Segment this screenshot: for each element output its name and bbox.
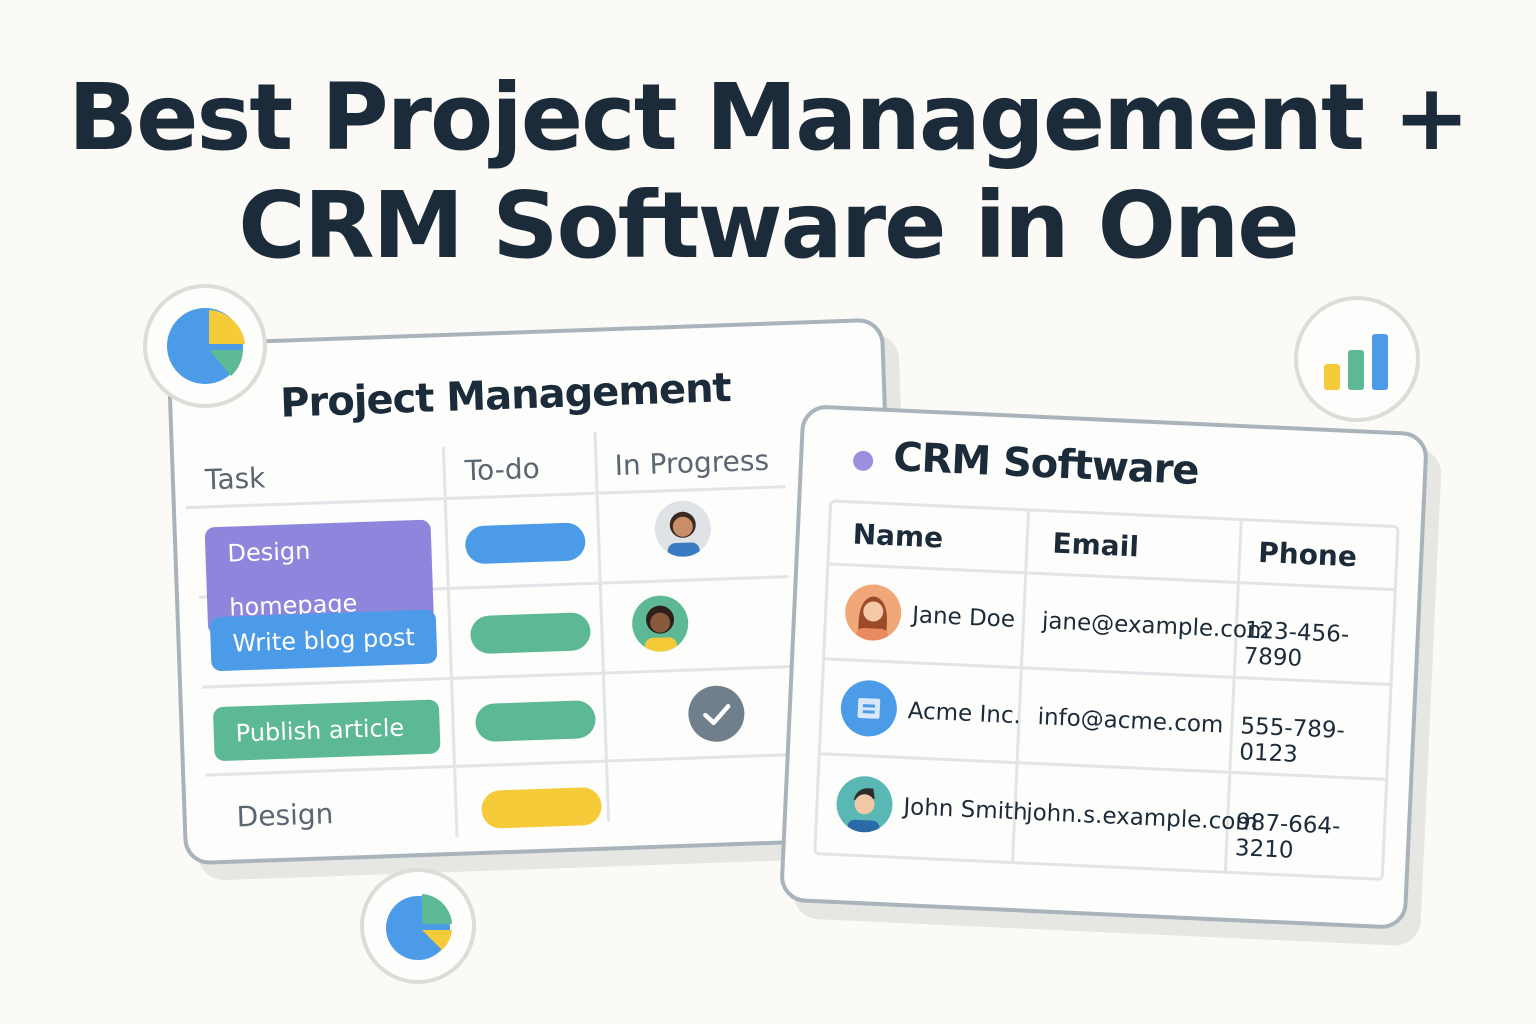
todo-bar (464, 522, 586, 565)
contact-name[interactable]: Acme Inc. (907, 698, 1022, 730)
crm-table: Name Email Phone Jane Doe jane@example.c… (813, 499, 1400, 881)
contact-email[interactable]: info@acme.com (1037, 704, 1224, 739)
col-phone: Phone (1257, 535, 1358, 574)
col-todo: To-do (464, 451, 541, 488)
pie-chart-icon (143, 284, 267, 408)
avatar-woman (843, 583, 903, 642)
contact-email[interactable]: john.s.example.com (1025, 799, 1259, 837)
headline-line-2: CRM Software in One (238, 172, 1299, 279)
col-email: Email (1051, 526, 1140, 564)
avatar-woman-2 (631, 594, 690, 653)
task-pill[interactable]: Publish article (212, 699, 441, 762)
pie-chart-icon (360, 868, 476, 984)
bar-chart-icon (1294, 296, 1420, 422)
contact-phone: 987-664-3210 (1234, 809, 1341, 864)
contact-phone: 555-789-0123 (1238, 713, 1346, 768)
check-icon (687, 684, 746, 743)
avatar-man (835, 775, 894, 834)
headline-line-1: Best Project Management + (67, 64, 1470, 171)
project-management-card: Project Management Task To-do In Progres… (166, 317, 902, 866)
col-name: Name (852, 517, 944, 555)
crm-card: CRM Software Name Email Phone Jane Doe j… (779, 404, 1429, 930)
pm-title: Project Management (279, 365, 732, 427)
status-dot (852, 450, 874, 472)
crm-title: CRM Software (892, 434, 1200, 495)
col-task: Task (204, 461, 266, 497)
contact-name[interactable]: John Smith (902, 794, 1029, 826)
task-label: Design (236, 797, 334, 834)
todo-bar (474, 699, 597, 743)
todo-bar (480, 786, 603, 829)
col-in-progress: In Progress (614, 443, 770, 483)
contact-phone: 123-456-7890 (1243, 617, 1350, 672)
avatar-woman (653, 499, 712, 558)
contact-name[interactable]: Jane Doe (911, 602, 1016, 633)
task-pill[interactable]: Write blog post (209, 609, 438, 672)
todo-bar (469, 612, 592, 655)
company-icon (839, 679, 899, 738)
